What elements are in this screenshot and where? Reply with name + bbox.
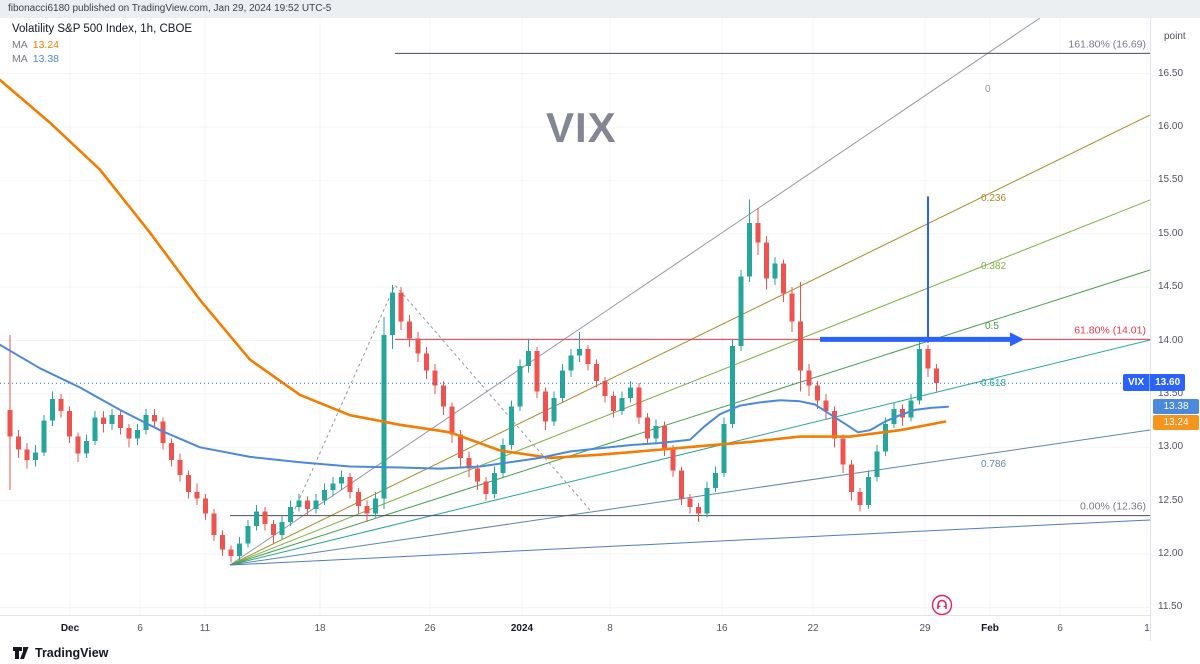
fib-fan-drawing[interactable]: 0 0.236 0.382 0.5 0.618 0.786 xyxy=(229,18,1150,566)
fib-level-label: 61.80% (14.01) xyxy=(1074,324,1146,336)
price-tick: 15.50 xyxy=(1158,174,1184,186)
ma-blue-price-badge: 13.38 xyxy=(1153,398,1199,414)
fib-fan-label: 0.618 xyxy=(981,378,1006,389)
time-tick: 26 xyxy=(424,623,436,634)
time-tick: 29 xyxy=(919,623,931,634)
ma-blue-line[interactable] xyxy=(0,343,949,470)
ma-indicator-row-orange[interactable]: MA 13.24 xyxy=(12,38,192,52)
price-tick: 14.00 xyxy=(1158,334,1184,346)
ma-orange-price-badge: 13.24 xyxy=(1153,414,1199,430)
time-tick: Dec xyxy=(60,623,80,634)
publish-bar: fibonacci6180 published on TradingView.c… xyxy=(0,0,1200,18)
last-price-symbol: VIX xyxy=(1123,374,1151,392)
time-tick: 11 xyxy=(199,623,211,634)
time-tick: 18 xyxy=(314,623,326,634)
price-tick: 13.50 xyxy=(1158,387,1184,399)
price-tick: 13.00 xyxy=(1158,441,1184,453)
price-axis-unit-label: point xyxy=(1164,31,1186,42)
fib-fan-label: 0.5 xyxy=(985,321,999,332)
time-tick: Feb xyxy=(981,623,999,634)
price-tick: 16.00 xyxy=(1158,121,1184,132)
fib-fan-label: 0.786 xyxy=(981,459,1006,470)
time-axis[interactable]: Dec 6 11 18 26 2024 8 16 22 29 Feb 6 1 xyxy=(0,615,1150,642)
fib-fan-label: 0 xyxy=(985,84,991,95)
legend: Volatility S&P 500 Index, 1h, CBOE MA 13.… xyxy=(12,23,192,66)
grid xyxy=(0,18,1150,615)
magnet-mode-icon[interactable] xyxy=(931,594,953,615)
time-tick: 16 xyxy=(716,623,728,634)
candlestick-series xyxy=(7,199,939,563)
brand-name[interactable]: TradingView xyxy=(35,645,109,660)
ma-label: MA xyxy=(12,53,28,65)
time-tick: 6 xyxy=(137,623,143,634)
symbol-title[interactable]: Volatility S&P 500 Index, 1h, CBOE xyxy=(12,23,193,35)
ma-value-blue: 13.38 xyxy=(32,53,60,65)
price-tick: 15.00 xyxy=(1158,227,1184,239)
footer: TradingView xyxy=(0,641,1200,664)
tradingview-logo[interactable] xyxy=(12,646,29,660)
fib-level-label: 0.00% (12.36) xyxy=(1080,501,1146,513)
arrow-drawing[interactable] xyxy=(820,332,1024,347)
price-tick: 11.50 xyxy=(1158,601,1183,613)
time-tick: 8 xyxy=(607,623,613,634)
ma-label: MA xyxy=(12,39,28,51)
price-tick: 12.50 xyxy=(1158,494,1184,506)
fib-fan-label: 0.236 xyxy=(981,193,1006,204)
dashed-triangle-drawing[interactable] xyxy=(289,284,591,521)
last-price-badge: VIX 13.60 xyxy=(1123,374,1186,392)
time-tick: 1 xyxy=(1144,623,1150,634)
price-tick: 12.00 xyxy=(1158,548,1184,559)
price-chart[interactable]: 0 0.236 0.382 0.5 0.618 0.786 161.80% (16.69) 6… xyxy=(0,18,1150,615)
time-tick: 6 xyxy=(1057,623,1063,634)
time-tick: 22 xyxy=(807,623,819,634)
fib-fan-label: 0.382 xyxy=(981,261,1006,272)
price-tick: 14.50 xyxy=(1158,281,1184,293)
price-tick: 16.50 xyxy=(1158,67,1184,79)
last-price-value: 13.60 xyxy=(1155,377,1181,389)
publish-text: fibonacci6180 published on TradingView.c… xyxy=(8,3,332,14)
ma-orange-line[interactable] xyxy=(0,78,947,460)
price-axis[interactable]: point VIX 13.60 13.38 13.24 16.50 16.00 15… xyxy=(1123,18,1200,641)
time-tick: 2024 xyxy=(510,623,534,634)
symbol-watermark: VIX xyxy=(546,104,617,151)
ma-value-orange: 13.24 xyxy=(32,39,60,51)
ma-indicator-row-blue[interactable]: MA 13.38 xyxy=(12,52,192,66)
fib-extension-levels[interactable]: 161.80% (16.69) 61.80% (14.01) 0.00% (12.3… xyxy=(230,38,1150,517)
chart-area[interactable]: VIX 0 0.236 0.382 0.5 0.618 0.786 161.80% (16.… xyxy=(0,18,1200,642)
fib-level-label: 161.80% (16.69) xyxy=(1068,38,1146,50)
